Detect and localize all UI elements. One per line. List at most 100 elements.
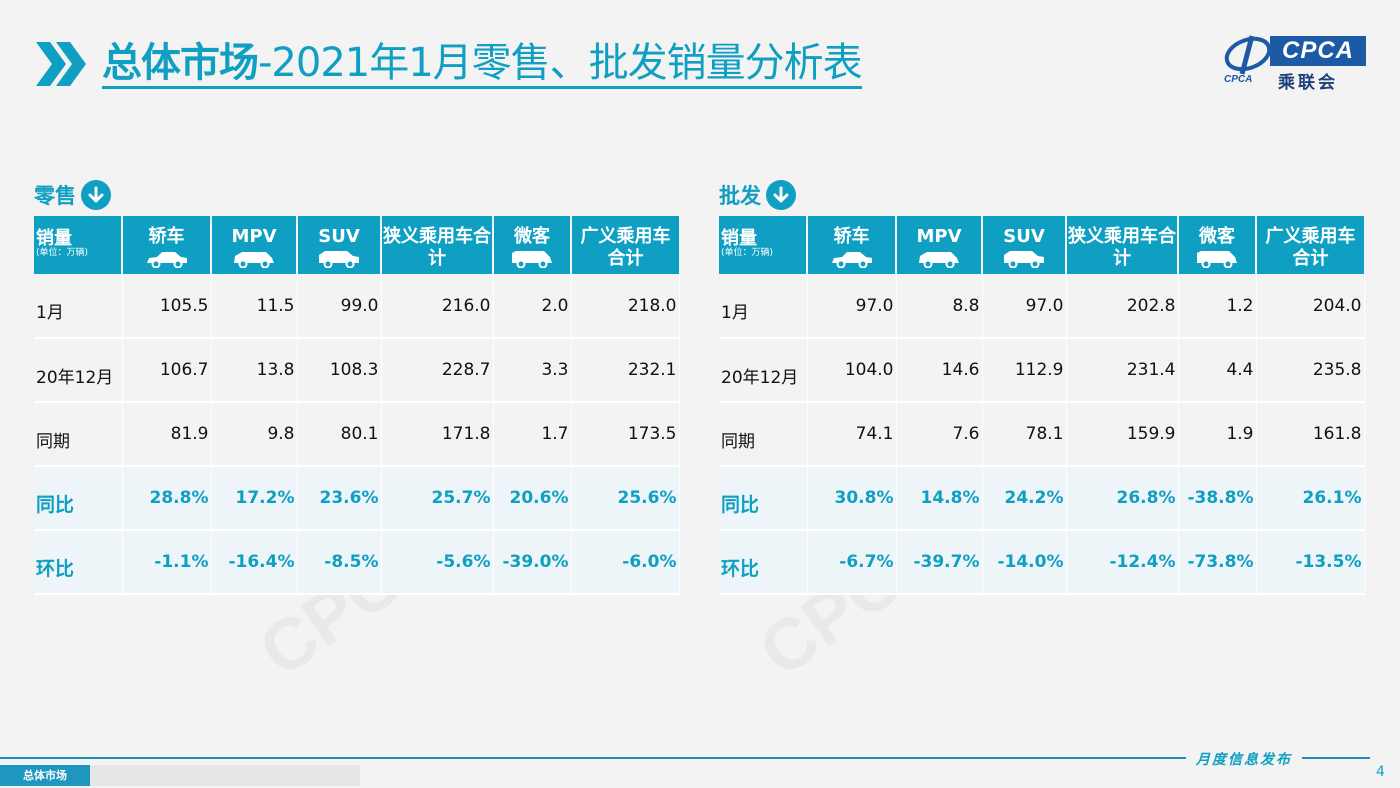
nav-tab-4[interactable] bbox=[270, 765, 360, 786]
table-cell: 97.0 bbox=[807, 274, 897, 339]
table-cell: 14.8% bbox=[896, 466, 983, 531]
table-cell: 204.0 bbox=[1256, 274, 1365, 339]
table-cell: 202.8 bbox=[1066, 274, 1179, 339]
header-cell-sales: 销量 (单位：万辆) bbox=[719, 216, 808, 274]
sedan-icon bbox=[831, 252, 872, 268]
header-unit: (单位：万辆) bbox=[36, 248, 89, 258]
table-cell: 25.7% bbox=[381, 466, 494, 531]
table-cell: -6.7% bbox=[807, 530, 897, 595]
header-label: 狭义乘用车合计 bbox=[1068, 226, 1176, 269]
row-label: 1月 bbox=[34, 274, 123, 339]
table-cell: 8.8 bbox=[896, 274, 983, 339]
header-label: MPV bbox=[231, 226, 277, 247]
table-cell: 23.6% bbox=[297, 466, 382, 531]
header-label: 轿车 bbox=[148, 226, 185, 247]
arrow-down-icon bbox=[766, 180, 796, 210]
table-cell: -39.7% bbox=[896, 530, 983, 595]
double-chevron-right-icon bbox=[36, 42, 88, 86]
arrow-down-icon bbox=[81, 180, 111, 210]
header-label: 轿车 bbox=[833, 226, 870, 247]
minivan-icon bbox=[512, 251, 552, 268]
header-cell-mpv: MPV bbox=[211, 216, 298, 274]
table-cell: -38.8% bbox=[1178, 466, 1257, 531]
row-label: 同期 bbox=[34, 402, 123, 467]
wholesale-title-text: 批发 bbox=[719, 184, 761, 208]
table-row: 20年12月 106.7 13.8 108.3 228.7 3.3 232.1 bbox=[34, 338, 680, 403]
table-cell: 173.5 bbox=[571, 402, 680, 467]
header-label: 销量 bbox=[721, 228, 757, 249]
header-cell-minivan: 微客 bbox=[493, 216, 572, 274]
table-cell: 2.0 bbox=[493, 274, 572, 339]
table-row: 1月 105.5 11.5 99.0 216.0 2.0 218.0 bbox=[34, 274, 680, 339]
footer-slogan: 月度信息发布 bbox=[1196, 752, 1292, 768]
table-row: 同期 74.1 7.6 78.1 159.9 1.9 161.8 bbox=[719, 402, 1365, 467]
header-cell-narrow-total: 狭义乘用车合计 bbox=[1066, 216, 1179, 274]
header-label: 微客 bbox=[1199, 226, 1235, 247]
table-row: 20年12月 104.0 14.6 112.9 231.4 4.4 235.8 bbox=[719, 338, 1365, 403]
header-unit: (单位：万辆) bbox=[721, 248, 774, 258]
table-cell: 1.9 bbox=[1178, 402, 1257, 467]
header-cell-sedan: 轿车 bbox=[807, 216, 897, 274]
table-row: 同期 81.9 9.8 80.1 171.8 1.7 173.5 bbox=[34, 402, 680, 467]
nav-tab-3[interactable] bbox=[180, 765, 270, 786]
row-label: 同比 bbox=[34, 466, 123, 531]
table-cell: 14.6 bbox=[896, 338, 983, 403]
table-cell: 228.7 bbox=[381, 338, 494, 403]
nav-tab-2[interactable] bbox=[90, 765, 180, 786]
mpv-icon bbox=[919, 252, 959, 268]
table-cell: 99.0 bbox=[297, 274, 382, 339]
suv-icon bbox=[319, 251, 359, 268]
row-label: 环比 bbox=[34, 530, 123, 595]
header-cell-broad-total: 广义乘用车合计 bbox=[571, 216, 679, 274]
retail-panel: 零售 销量 (单位：万辆) 轿车 MPV SUV 狭义乘用车合计 微客 广义乘用车… bbox=[34, 178, 680, 595]
table-cell: -1.1% bbox=[122, 530, 212, 595]
table-cell: -12.4% bbox=[1066, 530, 1179, 595]
table-cell: 28.8% bbox=[122, 466, 212, 531]
minivan-icon bbox=[1197, 251, 1237, 268]
retail-title: 零售 bbox=[34, 178, 679, 212]
header-cell-sedan: 轿车 bbox=[122, 216, 212, 274]
row-label: 环比 bbox=[719, 530, 808, 595]
table-cell: 1.2 bbox=[1178, 274, 1257, 339]
wholesale-title: 批发 bbox=[719, 178, 1364, 212]
cpca-logo: CPCA 乘联会 CPCA bbox=[1222, 34, 1372, 93]
nav-tab-overall-market[interactable]: 总体市场 bbox=[0, 765, 90, 786]
table-cell: 74.1 bbox=[807, 402, 897, 467]
table-cell: 235.8 bbox=[1256, 338, 1365, 403]
table-cell: 25.6% bbox=[571, 466, 680, 531]
table-cell: -5.6% bbox=[381, 530, 494, 595]
table-cell: 4.4 bbox=[1178, 338, 1257, 403]
cpca-emblem-icon bbox=[1224, 35, 1272, 75]
retail-table: 销量 (单位：万辆) 轿车 MPV SUV 狭义乘用车合计 微客 广义乘用车合计 … bbox=[34, 216, 680, 595]
header-label: 广义乘用车合计 bbox=[580, 226, 671, 269]
table-cell: 24.2% bbox=[982, 466, 1067, 531]
header-cell-suv: SUV bbox=[297, 216, 382, 274]
table-cell: 231.4 bbox=[1066, 338, 1179, 403]
table-cell: 218.0 bbox=[571, 274, 680, 339]
table-row: 同比 28.8% 17.2% 23.6% 25.7% 20.6% 25.6% bbox=[34, 466, 680, 531]
header-cell-suv: SUV bbox=[982, 216, 1067, 274]
table-cell: 97.0 bbox=[982, 274, 1067, 339]
row-label: 同期 bbox=[719, 402, 808, 467]
page-title: 总体市场-2021年1月零售、批发销量分析表 bbox=[102, 40, 863, 89]
row-label: 20年12月 bbox=[34, 338, 123, 403]
header-label: 微客 bbox=[514, 226, 550, 247]
table-cell: 108.3 bbox=[297, 338, 382, 403]
table-cell: 3.3 bbox=[493, 338, 572, 403]
header-label: MPV bbox=[916, 226, 962, 247]
table-cell: 17.2% bbox=[211, 466, 298, 531]
table-cell: -39.0% bbox=[493, 530, 572, 595]
table-cell: 20.6% bbox=[493, 466, 572, 531]
table-cell: 26.1% bbox=[1256, 466, 1365, 531]
header-label: 广义乘用车合计 bbox=[1265, 226, 1356, 269]
table-cell: 216.0 bbox=[381, 274, 494, 339]
row-label: 同比 bbox=[719, 466, 808, 531]
table-cell: -13.5% bbox=[1256, 530, 1365, 595]
table-cell: 161.8 bbox=[1256, 402, 1365, 467]
row-label: 20年12月 bbox=[719, 338, 808, 403]
table-cell: -14.0% bbox=[982, 530, 1067, 595]
wholesale-table: 销量 (单位：万辆) 轿车 MPV SUV 狭义乘用车合计 微客 广义乘用车合计 … bbox=[719, 216, 1365, 595]
logo-small: CPCA bbox=[1224, 74, 1253, 85]
table-cell: 232.1 bbox=[571, 338, 680, 403]
table-cell: -73.8% bbox=[1178, 530, 1257, 595]
